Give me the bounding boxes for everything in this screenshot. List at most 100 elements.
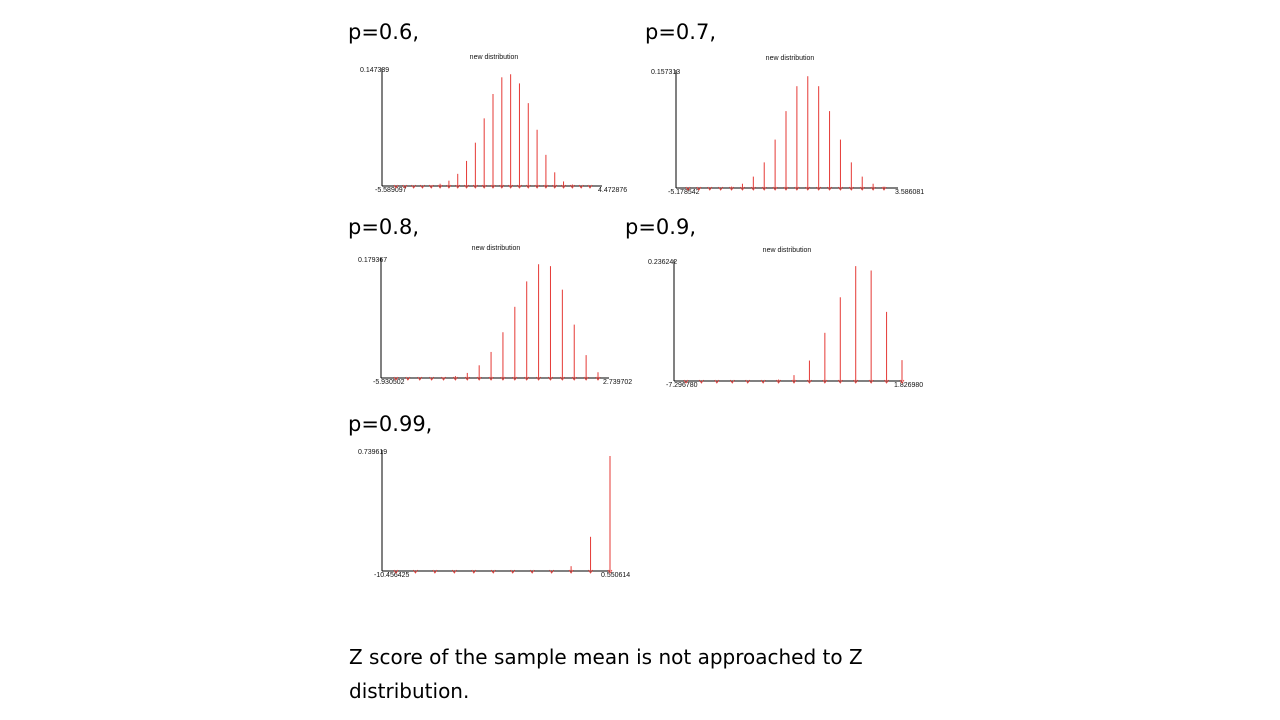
bar-marker bbox=[481, 184, 487, 189]
bar-marker bbox=[760, 379, 766, 384]
bar-marker bbox=[561, 184, 566, 189]
panel-label: p=0.9, bbox=[625, 215, 696, 239]
bar-marker bbox=[393, 184, 399, 189]
bar-marker bbox=[822, 379, 828, 384]
bar-marker bbox=[402, 184, 408, 189]
bar-marker bbox=[578, 184, 584, 189]
bar-marker bbox=[745, 379, 751, 384]
caption-text: Z score of the sample mean is not approa… bbox=[349, 645, 863, 703]
bar-marker bbox=[568, 569, 574, 574]
bar-marker bbox=[429, 376, 434, 381]
y-max-tick-label: 0.739619 bbox=[358, 449, 387, 456]
panel-label: p=0.8, bbox=[348, 215, 419, 239]
y-max-tick-label: 0.236242 bbox=[648, 259, 677, 266]
bar-marker bbox=[524, 376, 530, 381]
x-min-tick-label: -5.589097 bbox=[375, 187, 407, 194]
bar-marker bbox=[488, 376, 494, 381]
bar-marker bbox=[417, 376, 423, 381]
y-max-tick-label: 0.147339 bbox=[360, 67, 389, 74]
bar-marker bbox=[816, 186, 821, 191]
bar-marker bbox=[881, 186, 887, 191]
bar-marker bbox=[849, 186, 854, 191]
bar-marker bbox=[859, 186, 865, 191]
bar-marker bbox=[583, 376, 589, 381]
bar-marker bbox=[740, 186, 745, 191]
bar-marker bbox=[827, 186, 832, 191]
bar-marker bbox=[473, 184, 478, 189]
chart-title: new distribution bbox=[470, 54, 519, 61]
bar-marker bbox=[464, 376, 470, 381]
panel-label: p=0.7, bbox=[645, 20, 716, 44]
bar-marker bbox=[794, 186, 800, 191]
bar-marker bbox=[452, 569, 457, 574]
bar-marker bbox=[761, 186, 767, 191]
bar-marker bbox=[432, 569, 438, 574]
bar-marker bbox=[405, 376, 411, 381]
bar-marker bbox=[476, 376, 482, 381]
bar-marker bbox=[437, 184, 443, 189]
x-min-tick-label: -5.930502 bbox=[373, 379, 405, 386]
bar-marker bbox=[525, 184, 531, 189]
bar-marker bbox=[393, 569, 399, 574]
y-max-tick-label: 0.179367 bbox=[358, 257, 387, 264]
bar-marker bbox=[548, 376, 553, 381]
bar-marker bbox=[393, 376, 399, 381]
bar-marker bbox=[751, 186, 756, 191]
bar-marker bbox=[552, 184, 558, 189]
bar-marker bbox=[499, 184, 505, 189]
x-min-tick-label: -10.456425 bbox=[374, 572, 410, 579]
bar-marker bbox=[899, 379, 905, 384]
bar-marker bbox=[607, 569, 613, 574]
x-max-tick-label: 4.472876 bbox=[598, 187, 627, 194]
chart-title: new distribution bbox=[472, 245, 521, 252]
panel-label: p=0.6, bbox=[348, 20, 419, 44]
bar-marker bbox=[453, 376, 458, 381]
bar-marker bbox=[500, 376, 506, 381]
bar-marker bbox=[588, 569, 593, 574]
bar-marker bbox=[783, 186, 789, 191]
bar-marker bbox=[714, 379, 720, 384]
bar-marker bbox=[420, 184, 425, 189]
x-max-tick-label: 2.739702 bbox=[603, 379, 632, 386]
bar-marker bbox=[729, 186, 734, 191]
bar-marker bbox=[512, 376, 518, 381]
chart-title: new distribution bbox=[766, 55, 815, 62]
bar-marker bbox=[696, 186, 702, 191]
bar-marker bbox=[838, 186, 843, 191]
x-max-tick-label: 1.826980 bbox=[894, 382, 923, 389]
bar-marker bbox=[685, 186, 691, 191]
chart-title: new distribution bbox=[763, 247, 812, 254]
bar-marker bbox=[884, 379, 889, 384]
bar-marker bbox=[529, 569, 535, 574]
bar-marker bbox=[441, 376, 446, 381]
x-max-tick-label: 0.550614 bbox=[601, 572, 630, 579]
bar-marker bbox=[776, 379, 781, 384]
bar-marker bbox=[571, 376, 577, 381]
bar-marker bbox=[560, 376, 565, 381]
bar-marker bbox=[595, 376, 601, 381]
bar-marker bbox=[587, 184, 593, 189]
bar-marker bbox=[517, 184, 522, 189]
bar-marker bbox=[853, 379, 859, 384]
bar-marker bbox=[428, 184, 434, 189]
bar-marker bbox=[510, 569, 516, 574]
bar-marker bbox=[490, 569, 496, 574]
bar-marker bbox=[837, 379, 843, 384]
bar-marker bbox=[413, 569, 418, 574]
bar-marker bbox=[534, 184, 540, 189]
bar-marker bbox=[446, 184, 452, 189]
bar-marker bbox=[536, 376, 541, 381]
bar-marker bbox=[699, 379, 704, 384]
bar-marker bbox=[508, 184, 513, 189]
bar-marker bbox=[490, 184, 496, 189]
x-min-tick-label: -7.296780 bbox=[666, 382, 698, 389]
x-min-tick-label: -5.178542 bbox=[668, 189, 700, 196]
bar-marker bbox=[772, 186, 778, 191]
bar-marker bbox=[870, 186, 876, 191]
bar-marker bbox=[464, 184, 469, 189]
bar-marker bbox=[543, 184, 549, 189]
bar-marker bbox=[570, 184, 575, 189]
bar-marker bbox=[868, 379, 874, 384]
bar-marker bbox=[729, 379, 735, 384]
